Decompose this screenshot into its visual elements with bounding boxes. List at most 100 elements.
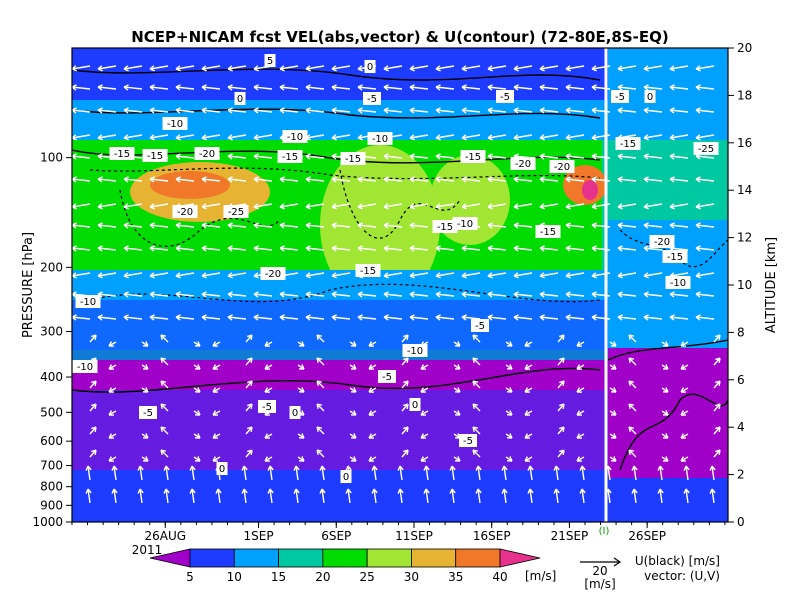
wind-vector xyxy=(487,84,507,91)
wind-vector xyxy=(539,291,559,298)
contour-label-box xyxy=(460,150,486,163)
wind-vector xyxy=(524,341,533,347)
wind-vector xyxy=(241,488,248,504)
wind-vector xyxy=(643,203,663,210)
wind-vector xyxy=(617,291,637,298)
wind-vector xyxy=(97,314,117,321)
wind-vector xyxy=(123,245,143,252)
wind-vector xyxy=(357,107,377,114)
wind-vector xyxy=(423,465,430,481)
contour-label: -5 xyxy=(475,321,485,332)
vector-legend: vector: (U,V) xyxy=(644,569,720,583)
colorbar-segment xyxy=(366,548,412,568)
wind-vector xyxy=(193,433,201,439)
wind-vector xyxy=(435,65,455,72)
wind-vector xyxy=(279,65,299,72)
wind-vector xyxy=(628,449,637,458)
wind-vector xyxy=(409,203,429,210)
time-tick-label: 26AUG xyxy=(144,529,186,543)
wind-vector xyxy=(245,334,253,343)
wind-vector xyxy=(420,456,429,462)
wind-vector xyxy=(423,488,430,504)
wind-vector xyxy=(279,222,299,229)
contour-label: -20 xyxy=(177,207,193,218)
wind-vector xyxy=(631,488,638,504)
wind-vector xyxy=(357,314,377,321)
wind-vector xyxy=(149,84,169,91)
wind-vector xyxy=(435,134,455,141)
wind-vector xyxy=(435,176,455,183)
wind-vector xyxy=(297,364,305,370)
contour-label-box xyxy=(234,92,246,105)
wind-vector xyxy=(279,107,299,114)
wind-vector xyxy=(108,387,117,393)
wind-vector xyxy=(553,465,560,481)
wind-vector xyxy=(713,403,721,412)
wind-vector xyxy=(565,222,585,229)
pressure-tick-label: 500 xyxy=(40,405,63,419)
contour-label: -20 xyxy=(554,162,570,173)
colorbar: 5 10 15 20 25 30 35 40 xyxy=(149,548,541,584)
contour-label: -10 xyxy=(167,119,183,130)
wind-vector xyxy=(212,456,221,462)
pressure-tick-label: 400 xyxy=(40,370,63,384)
wind-vector xyxy=(576,433,585,439)
altitude-tick-label: 0 xyxy=(737,515,745,529)
contour-label: -10 xyxy=(77,362,93,373)
vector-reference-value: 20 xyxy=(592,564,607,578)
wind-vector xyxy=(227,153,247,160)
wind-vector xyxy=(576,387,585,393)
wind-vector xyxy=(657,488,664,504)
wind-vector xyxy=(461,272,481,279)
wind-vector xyxy=(227,176,247,183)
wind-vector xyxy=(72,272,91,279)
wind-vector xyxy=(160,426,169,435)
pressure-tick-label: 900 xyxy=(40,498,63,512)
wind-vector xyxy=(253,222,273,229)
contour-label: -15 xyxy=(465,152,481,163)
wind-vector xyxy=(695,314,715,321)
wind-vector xyxy=(475,465,482,481)
wind-vector xyxy=(435,84,455,91)
wind-vector xyxy=(89,403,97,412)
wind-vector xyxy=(212,387,221,393)
contour-label: 0 xyxy=(219,464,225,475)
wind-vector xyxy=(539,245,559,252)
wind-vector xyxy=(189,488,196,504)
wind-vector xyxy=(253,153,273,160)
colorbar-max-triangle xyxy=(499,548,541,568)
wind-vector xyxy=(513,272,533,279)
wind-vector xyxy=(661,387,669,393)
wind-vector xyxy=(461,203,481,210)
altitude-tick-label: 4 xyxy=(737,420,745,434)
wind-vector xyxy=(319,465,326,481)
colorbar-tick-label: 35 xyxy=(448,570,463,584)
wind-vector xyxy=(97,107,117,114)
wind-vector xyxy=(487,203,507,210)
wind-vector xyxy=(669,65,689,72)
contour-label: -20 xyxy=(199,149,215,160)
wind-vector xyxy=(305,203,325,210)
wind-vector xyxy=(331,203,351,210)
wind-vector xyxy=(669,176,689,183)
wind-vector xyxy=(401,357,409,366)
wind-vector xyxy=(111,488,118,504)
contour-label: -20 xyxy=(515,159,531,170)
wind-vector xyxy=(513,245,533,252)
vector-reference-unit: [m/s] xyxy=(584,577,615,591)
wind-vector xyxy=(331,65,351,72)
wind-vector xyxy=(97,176,117,183)
wind-vector xyxy=(617,84,637,91)
wind-vector xyxy=(680,456,689,462)
wind-vector xyxy=(316,334,325,343)
wind-vector xyxy=(279,245,299,252)
pressure-tick-label: 1000 xyxy=(32,515,63,529)
wind-vector xyxy=(279,203,299,210)
wind-vector xyxy=(349,433,357,439)
wind-vector xyxy=(383,176,403,183)
contour-label-box xyxy=(258,400,276,413)
wind-vector xyxy=(305,222,325,229)
wind-vector xyxy=(461,314,481,321)
pressure-tick-label: 800 xyxy=(40,480,63,494)
